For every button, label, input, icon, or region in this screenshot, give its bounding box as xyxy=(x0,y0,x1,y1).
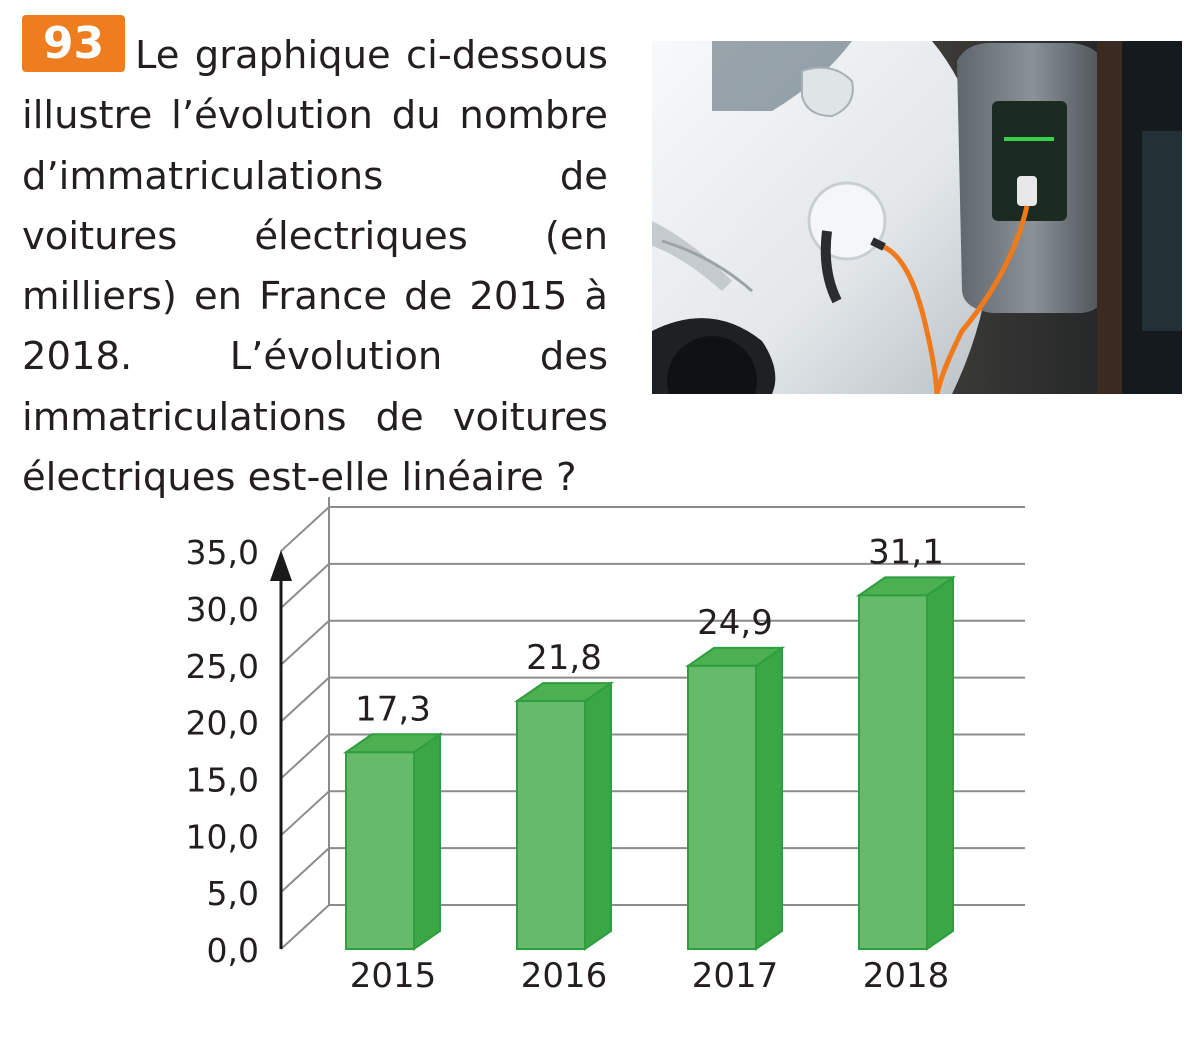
bar-front-face xyxy=(516,700,586,950)
bar-side-face xyxy=(755,645,783,951)
bar-front-face xyxy=(858,594,928,950)
x-category-label: 2018 xyxy=(863,956,950,996)
gridline-diagonal xyxy=(280,847,330,893)
bar-2015 xyxy=(342,732,444,951)
bar-value-label: 17,3 xyxy=(355,689,431,729)
bar-side-face xyxy=(584,681,612,951)
y-axis-arrow-icon xyxy=(270,550,292,581)
x-category-label: 2017 xyxy=(692,956,779,996)
exercise-number-badge: 93 xyxy=(22,15,125,72)
y-tick-label: 35,0 xyxy=(186,533,259,572)
x-axis-category-labels: 2015 2016 2017 2018 xyxy=(350,956,950,996)
bar-value-label: 24,9 xyxy=(697,603,773,643)
y-axis xyxy=(270,550,292,949)
bar-2017 xyxy=(684,645,786,951)
y-tick-label: 15,0 xyxy=(186,760,259,799)
y-tick-label: 20,0 xyxy=(186,704,259,743)
y-tick-label: 10,0 xyxy=(186,817,259,856)
gridline-diagonal xyxy=(280,563,330,609)
x-category-label: 2016 xyxy=(521,956,608,996)
y-tick-label: 25,0 xyxy=(186,647,259,686)
bar-2016 xyxy=(513,681,615,951)
bar-value-label: 21,8 xyxy=(526,638,602,678)
gridline-diagonal xyxy=(280,733,330,780)
gridline-diagonal xyxy=(280,904,330,950)
value-labels: 17,3 21,8 24,9 31,1 xyxy=(355,532,944,729)
gridline-diagonal xyxy=(280,790,330,837)
gridline-diagonal xyxy=(280,676,330,723)
y-tick-label: 5,0 xyxy=(207,874,259,913)
y-tick-label: 30,0 xyxy=(186,590,259,629)
y-axis-tick-labels: 0,0 5,0 10,0 15,0 20,0 25,0 30,0 35,0 xyxy=(186,533,259,970)
y-tick-label: 0,0 xyxy=(207,931,259,970)
electric-car-charging-photo xyxy=(652,41,1182,394)
bar-2018 xyxy=(855,575,957,951)
gridline-diagonal xyxy=(280,506,330,552)
bar-front-face xyxy=(345,751,415,951)
bar-side-face xyxy=(926,575,954,951)
bar-front-face xyxy=(687,664,757,950)
bar-side-face xyxy=(413,732,441,951)
exercise-question: Le graphique ci-dessous illustre l’évolu… xyxy=(22,33,608,501)
bar-value-label: 31,1 xyxy=(868,532,944,572)
gridline-diagonal xyxy=(280,620,330,666)
bar-chart: 0,0 5,0 10,0 15,0 20,0 25,0 30,0 35,0 17,3 21,8 2… xyxy=(186,497,1025,996)
x-category-label: 2015 xyxy=(350,956,437,996)
bars xyxy=(342,575,957,951)
